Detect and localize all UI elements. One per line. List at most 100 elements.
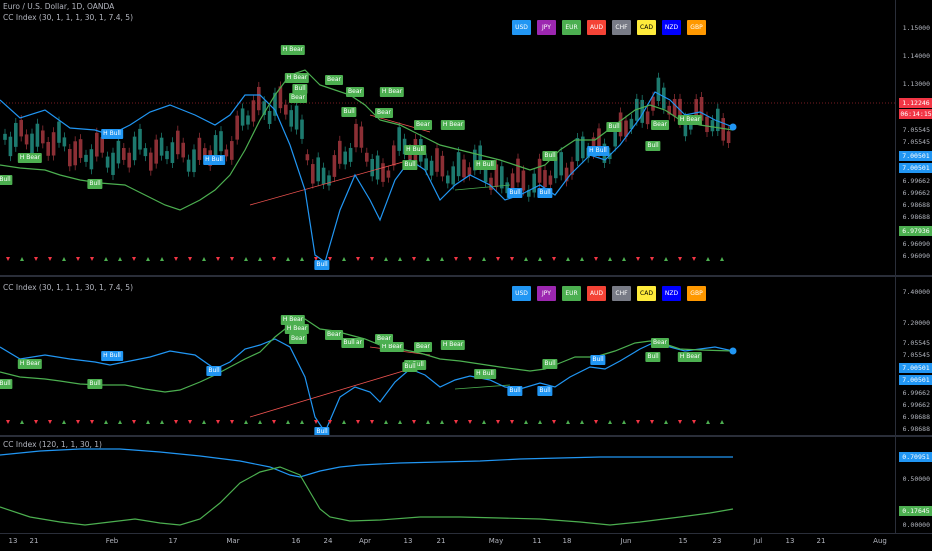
time-label: 13 (8, 537, 18, 545)
pane-separator[interactable] (0, 435, 932, 437)
axis-label: 1.14000 (902, 52, 930, 60)
up-arrow (258, 420, 262, 424)
candle-body (311, 164, 315, 184)
candle-body (257, 86, 261, 111)
candle-body (235, 115, 239, 140)
up-arrow (286, 257, 290, 261)
signal-tag: Bull (606, 122, 622, 132)
axis-label: 6.96090 (902, 252, 930, 260)
indicator-title[interactable]: CC Index (120, 1, 1, 30, 1) (3, 440, 102, 449)
time-label: Mar (226, 537, 240, 545)
axis-label: 6.99662 (902, 389, 930, 397)
indicator-pane-3[interactable]: CC Index (120, 1, 1, 30, 1) (0, 437, 895, 533)
signal-tag: Bear (346, 87, 364, 97)
time-label: 13 (403, 537, 413, 545)
indicator-canvas-2[interactable] (0, 277, 895, 435)
up-arrow (664, 420, 668, 424)
usd-value-tag: 7.00501 (899, 151, 932, 161)
up-arrow (566, 420, 570, 424)
candle-body (203, 148, 207, 160)
candle-body (78, 139, 83, 158)
signal-tag: Bull (537, 188, 553, 198)
eur-value-tag: 6.97936 (899, 226, 932, 236)
countdown-tag: 06:14:15 (899, 109, 932, 119)
candle-body (543, 170, 547, 188)
down-arrow (216, 420, 220, 424)
signal-tag: Bull (314, 260, 330, 270)
time-label: 18 (562, 537, 572, 545)
signal-tag: H Bear (280, 315, 306, 325)
candle-body (672, 98, 677, 117)
up-arrow (258, 257, 262, 261)
candle-body (365, 152, 369, 162)
candle-body (127, 152, 131, 168)
candle-body (159, 137, 164, 156)
indicator-title[interactable]: CC Index (30, 1, 1, 1, 30, 1, 7.4, 5) (3, 13, 133, 22)
signal-tag: Bull (0, 175, 13, 185)
signal-tag: Bull (87, 179, 103, 189)
time-label: 16 (291, 537, 301, 545)
pane-separator[interactable] (0, 275, 932, 277)
price-axis[interactable]: 1.15000 1.14000 1.13000 1.12246 06:14:15… (895, 0, 932, 275)
candle-body (694, 99, 698, 120)
axis-label: 7.05545 (902, 351, 930, 359)
indicator-pane-2[interactable]: CC Index (30, 1, 1, 1, 30, 1, 7.4, 5) US… (0, 277, 895, 437)
indicator-axis-2[interactable]: 7.40000 7.20000 7.05545 7.05545 7.00501 … (895, 277, 932, 435)
up-arrow (440, 257, 444, 261)
signal-tag: H Bear (284, 73, 310, 83)
candle-body (192, 149, 196, 173)
axis-label: 6.98688 (902, 425, 930, 433)
down-arrow (552, 257, 556, 261)
signal-tag: Bull (292, 84, 308, 94)
up-arrow (398, 257, 402, 261)
down-arrow (90, 257, 94, 261)
candle-body (500, 166, 504, 189)
candle-body (505, 182, 509, 194)
signal-tag: H Bull (203, 155, 225, 165)
time-label: Apr (358, 537, 372, 545)
symbol-title: Euro / U.S. Dollar, 1D, OANDA (3, 2, 115, 11)
legend-cad: CAD (637, 20, 656, 35)
indicator-axis-3[interactable]: 0.70951 0.50000 0.17645 0.00000 (895, 437, 932, 533)
candle-body (116, 140, 121, 164)
up-arrow (384, 420, 388, 424)
candle-body (332, 155, 337, 177)
candle-body (370, 158, 374, 177)
candle-body (176, 130, 180, 155)
indicator-title[interactable]: CC Index (30, 1, 1, 1, 30, 1, 7.4, 5) (3, 283, 133, 292)
axis-label: 6.99662 (902, 401, 930, 409)
candle-body (667, 105, 671, 115)
candle-body (359, 126, 364, 148)
candle-body (699, 96, 704, 121)
axis-label: 6.99662 (902, 189, 930, 197)
candle-body (527, 189, 531, 197)
candle-body (230, 141, 234, 160)
candle-body (41, 130, 45, 144)
main-chart-canvas[interactable] (0, 0, 895, 275)
down-arrow (594, 257, 598, 261)
time-label: 21 (29, 537, 39, 545)
candle-body (294, 105, 299, 130)
signal-tag: Bear (375, 108, 393, 118)
candle-body (354, 123, 358, 148)
main-chart-pane[interactable]: Euro / U.S. Dollar, 1D, OANDA CC Index (… (0, 0, 895, 275)
candle-body (68, 149, 72, 167)
indicator-canvas-3[interactable] (0, 437, 895, 533)
down-arrow (678, 257, 682, 261)
legend-chf: CHF (612, 286, 631, 301)
down-arrow (6, 420, 10, 424)
up-arrow (720, 257, 724, 261)
signal-tag: Bull (590, 355, 606, 365)
candle-body (483, 167, 488, 183)
up-arrow (608, 257, 612, 261)
axis-label: 6.99662 (902, 177, 930, 185)
candle-body (51, 132, 56, 156)
time-label: 21 (816, 537, 826, 545)
up-arrow (202, 420, 206, 424)
up-arrow (146, 257, 150, 261)
up-arrow (342, 257, 346, 261)
candle-body (570, 161, 574, 175)
down-arrow (34, 257, 38, 261)
signal-tag: Bear (414, 120, 432, 130)
time-axis[interactable]: 13 21 Feb 17 Mar 16 24 Apr 13 21 May 11 … (0, 533, 932, 551)
